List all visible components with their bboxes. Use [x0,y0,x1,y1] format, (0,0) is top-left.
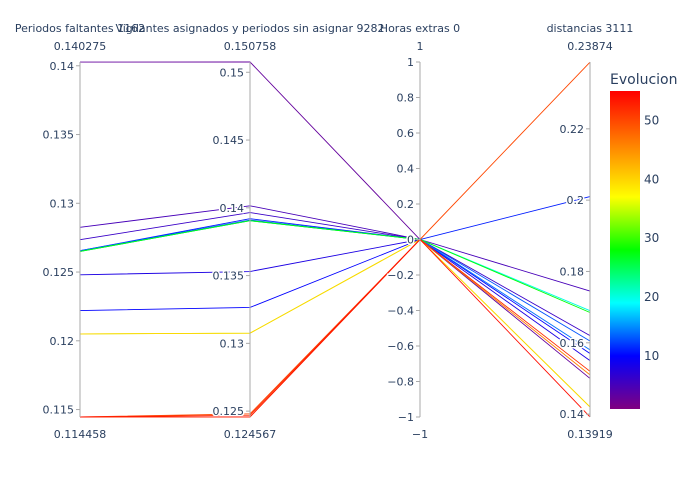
axis-tick-label: 0.8 [397,92,415,105]
axis-2: Horas extras 0 1 −1 −1 −0.8 −0.6 −0.4 −0.2 0 0.2 0… [380,22,460,441]
axis-range-min: 0.124567 [224,428,277,441]
data-line-0 [79,61,591,379]
axis-1: Vigilantes asignados y periodos sin asig… [115,22,384,441]
axis-range-min: −1 [412,428,428,441]
axis-tick-label: 0.145 [213,134,245,147]
axis-tick-label: −0.8 [387,376,414,389]
axis-range-min: 0.13919 [567,428,613,441]
axes-layer: Periodos faltantes 1162 0.140275 0.114458 0… [15,22,634,441]
axis-tick-label: 0.13 [50,197,75,210]
data-line-7 [79,220,591,351]
data-line-1 [79,205,591,292]
axis-tick-label: 0.115 [43,404,75,417]
colorbar-tick-label: 50 [644,113,659,127]
axis-tick-label: 0.14 [220,202,245,215]
colorbar-tick-label: 40 [644,172,659,186]
axis-0: Periodos faltantes 1162 0.140275 0.114458 0… [15,22,145,441]
data-line-11 [79,238,591,408]
axis-tick-label: 0.12 [50,335,75,348]
colorbar-tick-label: 20 [644,290,659,304]
data-line-2 [79,212,591,337]
axis-title: distancias 3111 [547,22,634,35]
axis-title: Periodos faltantes 1162 [15,22,145,35]
axis-tick-label: 0.135 [213,270,245,283]
colorbar: Evolucion 10 20 30 40 50 [610,72,677,409]
colorbar-tick-label: 10 [644,349,659,363]
axis-tick-label: −0.2 [387,269,414,282]
data-line-9 [79,220,591,313]
data-line-15 [79,238,591,418]
axis-tick-label: 0.125 [43,266,75,279]
data-line-10 [79,238,591,408]
axis-tick-label: 0.6 [397,127,415,140]
axis-tick-label: −0.4 [387,305,414,318]
data-line-13 [79,61,591,418]
axis-tick-label: 0.22 [560,123,585,136]
axis-tick-label: 0.14 [50,60,75,73]
axis-tick-label: 0.16 [560,337,585,350]
data-line-8 [79,220,591,312]
colorbar-ticks: 10 20 30 40 50 [644,113,659,363]
data-line-4 [79,238,591,354]
data-line-3 [79,239,591,361]
data-line-14 [79,238,591,418]
axis-tick-label: −0.6 [387,340,414,353]
polylines-layer [79,61,591,418]
colorbar-rect [610,91,640,409]
axis-tick-label: 0.15 [220,66,245,79]
axis-range-max: 0.23874 [567,40,613,53]
axis-tick-label: 0.14 [560,408,585,421]
axis-range-max: 1 [417,40,424,53]
axis-tick-label: 0.18 [560,265,585,278]
axis-range-min: 0.114458 [54,428,107,441]
axis-tick-label: 0.2 [567,194,585,207]
axis-tick-label: 0.4 [397,163,415,176]
axis-tick-label: 0 [407,234,414,247]
axis-tick-label: 0.2 [397,198,415,211]
data-line-6 [79,219,591,342]
axis-range-max: 0.150758 [224,40,277,53]
axis-tick-label: −1 [398,411,414,424]
axis-title: Vigilantes asignados y periodos sin asig… [115,22,384,35]
axis-3: distancias 3111 0.23874 0.13919 0.14 0.16 0.1… [547,22,634,441]
axis-tick-label: 0.13 [220,337,245,350]
axis-tick-label: 0.125 [213,405,245,418]
colorbar-tick-label: 30 [644,231,659,245]
axis-range-max: 0.140275 [54,40,107,53]
axis-title: Horas extras 0 [380,22,460,35]
axis-tick-label: 1 [407,56,414,69]
axis-tick-label: 0.135 [43,129,75,142]
data-line-5 [79,196,591,252]
colorbar-title: Evolucion [610,72,677,88]
